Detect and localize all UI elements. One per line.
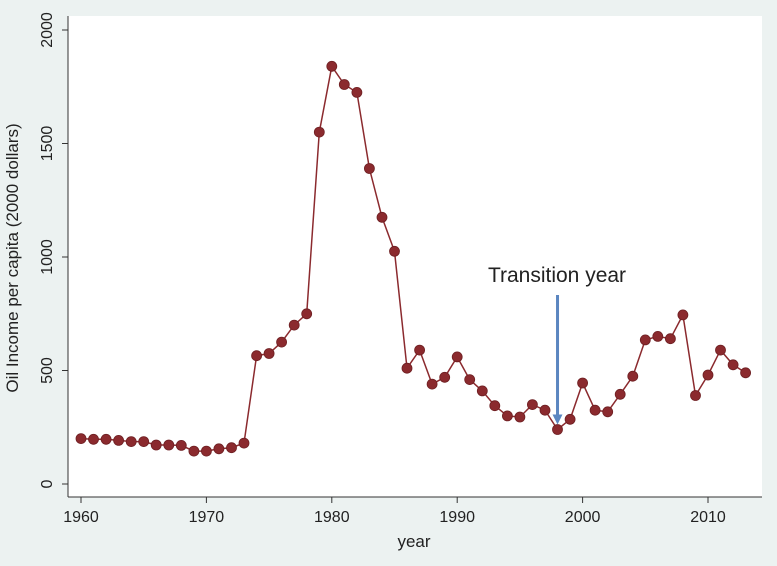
data-point — [326, 60, 338, 72]
data-point — [226, 442, 237, 454]
data-point — [476, 385, 488, 397]
y-tick-label: 1000 — [39, 239, 56, 275]
data-point — [501, 410, 513, 422]
data-point — [677, 309, 689, 321]
data-point — [175, 439, 187, 451]
data-point — [652, 330, 664, 342]
x-tick-label: 1970 — [189, 509, 225, 526]
data-point — [426, 378, 438, 390]
y-axis-label: Oil Income per capita (2000 dollars) — [3, 123, 22, 392]
x-tick-label: 1980 — [314, 509, 350, 526]
data-point — [238, 437, 250, 449]
data-point — [665, 333, 676, 345]
data-point — [740, 367, 751, 379]
data-point — [301, 308, 313, 320]
data-point — [100, 433, 112, 445]
data-point — [188, 445, 200, 457]
data-point — [727, 359, 739, 371]
plot-area — [68, 16, 762, 497]
data-point — [702, 369, 714, 381]
data-point — [489, 400, 501, 412]
annotation-label: Transition year — [488, 264, 626, 287]
data-point — [514, 411, 526, 423]
axes: 1960 1970 1980 1990 2000 2010 0 500 1000 1500 2000 — [39, 12, 762, 526]
data-point — [639, 334, 651, 346]
data-point — [414, 344, 426, 356]
data-point — [627, 370, 639, 382]
x-axis-label: year — [397, 532, 430, 551]
data-point — [464, 374, 476, 386]
data-point — [163, 439, 175, 451]
data-point — [263, 348, 275, 359]
data-point — [539, 404, 551, 416]
data-point — [527, 399, 538, 411]
series-layer — [75, 60, 751, 457]
data-point — [564, 413, 576, 425]
annotation-layer: Transition year — [488, 264, 626, 425]
data-point — [338, 79, 350, 90]
data-point — [577, 377, 588, 389]
y-tick-label: 0 — [39, 479, 56, 488]
data-point — [715, 344, 726, 356]
data-point — [313, 126, 325, 138]
x-tick-label: 2000 — [565, 509, 601, 526]
data-point — [125, 436, 137, 448]
x-tick-label: 1990 — [439, 509, 475, 526]
data-point — [288, 319, 300, 331]
data-point — [439, 371, 451, 383]
data-point — [614, 388, 626, 400]
data-point — [75, 433, 87, 445]
data-point — [602, 406, 614, 418]
data-point — [451, 351, 463, 363]
data-point — [376, 211, 388, 223]
data-point — [138, 436, 150, 448]
y-tick-label: 500 — [39, 357, 56, 384]
data-point — [150, 439, 162, 451]
data-point — [88, 433, 99, 445]
data-point — [351, 87, 363, 98]
data-point — [389, 245, 400, 257]
data-point — [251, 350, 263, 362]
data-point — [276, 336, 288, 348]
data-point — [200, 445, 212, 457]
data-point — [589, 404, 601, 416]
data-point — [690, 390, 701, 401]
y-tick-label: 2000 — [39, 12, 56, 48]
data-point — [552, 424, 563, 435]
data-point — [401, 362, 413, 374]
x-tick-label: 1960 — [63, 509, 99, 526]
data-point — [113, 434, 124, 446]
data-point — [213, 443, 225, 455]
y-tick-label: 1500 — [39, 126, 56, 162]
data-point — [363, 163, 375, 174]
x-tick-label: 2010 — [690, 509, 726, 526]
